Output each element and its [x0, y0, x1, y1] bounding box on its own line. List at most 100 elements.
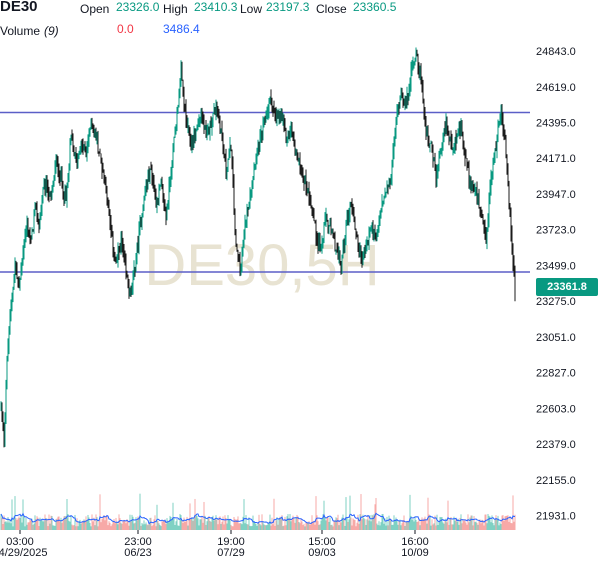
- volume-bar-233: [233, 516, 235, 530]
- y-tick-label-12: 22155.0: [536, 475, 576, 487]
- volume-bar-125: [125, 523, 127, 530]
- volume-bar-371: [371, 514, 373, 530]
- volume-bar-257: [257, 522, 259, 530]
- volume-bar-250: [250, 526, 252, 530]
- volume-bar-474: [474, 522, 476, 530]
- volume-bar-484: [484, 514, 486, 530]
- volume-bar-407: [407, 520, 409, 530]
- volume-bar-139: [139, 493, 141, 530]
- volume-bar-214: [214, 518, 216, 530]
- y-tick-label-9: 22827.0: [536, 368, 576, 380]
- volume-bar-52: [52, 525, 54, 530]
- volume-bar-175: [175, 521, 177, 530]
- volume-bar-73: [73, 525, 75, 530]
- volume-bar-294: [294, 522, 296, 530]
- volume-bar-240: [240, 523, 242, 530]
- volume-bar-135: [135, 517, 137, 530]
- volume-bar-489: [489, 516, 491, 530]
- volume-bar-172: [172, 502, 174, 530]
- volume-bar-273: [273, 498, 275, 530]
- volume-bar-187: [187, 525, 189, 530]
- volume-bar-168: [168, 522, 170, 530]
- volume-bar-491: [491, 515, 493, 530]
- volume-bar-152: [152, 524, 154, 530]
- volume-bar-477: [477, 524, 479, 530]
- y-tick-label-10: 22603.0: [536, 403, 576, 415]
- volume-bar-44: [44, 514, 46, 530]
- volume-bar-272: [272, 524, 274, 530]
- volume-bar-222: [222, 516, 224, 530]
- symbol-title[interactable]: DE30: [0, 0, 38, 15]
- volume-bar-420: [420, 519, 422, 530]
- volume-bar-318: [318, 524, 320, 530]
- volume-bar-374: [374, 504, 376, 530]
- volume-bar-97: [97, 526, 99, 530]
- volume-bar-320: [320, 520, 322, 530]
- volume-bar-336: [336, 518, 338, 530]
- volume-bar-285: [285, 525, 287, 530]
- volume-bar-130: [130, 521, 132, 530]
- volume-bar-387: [387, 525, 389, 530]
- volume-bar-195: [195, 514, 197, 530]
- volume-bar-180: [180, 515, 182, 530]
- volume-bar-179: [179, 513, 181, 530]
- high-label: High: [163, 2, 188, 16]
- volume-bar-261: [261, 514, 263, 530]
- volume-bar-213: [213, 520, 215, 530]
- volume-bar-303: [303, 523, 305, 530]
- volume-bar-188: [188, 518, 190, 530]
- volume-bar-377: [377, 525, 379, 530]
- volume-bar-354: [354, 519, 356, 530]
- volume-bar-2: [2, 524, 4, 530]
- volume-bar-83: [83, 519, 85, 530]
- volume-bar-148: [148, 522, 150, 530]
- close-label: Close: [316, 2, 347, 16]
- volume-bar-11: [11, 499, 13, 530]
- volume-bar-156: [156, 504, 158, 530]
- volume-bar-232: [232, 526, 234, 530]
- volume-bar-512: [512, 495, 514, 530]
- volume-bar-224: [224, 515, 226, 530]
- volume-bar-239: [239, 523, 241, 530]
- volume-bar-1: [1, 517, 3, 530]
- volume-bar-259: [259, 524, 261, 530]
- volume-bar-18: [18, 516, 20, 530]
- volume-bar-154: [154, 515, 156, 530]
- volume-bar-165: [165, 523, 167, 530]
- volume-bar-346: [346, 518, 348, 530]
- volume-bar-310: [310, 523, 312, 530]
- volume-bar-508: [508, 521, 510, 530]
- volume-bar-487: [487, 513, 489, 530]
- volume-bar-300: [300, 519, 302, 530]
- volume-bar-181: [181, 520, 183, 530]
- volume-bar-119: [119, 518, 121, 530]
- x-tick-date-0: 04/29/2025: [0, 547, 48, 558]
- volume-bar-490: [490, 522, 492, 530]
- volume-bar-155: [155, 526, 157, 530]
- volume-bar-77: [77, 526, 79, 530]
- x-tick-time-1: 23:00: [124, 536, 152, 548]
- volume-bar-263: [263, 524, 265, 530]
- volume-bar-182: [182, 522, 184, 530]
- volume-bar-65: [65, 516, 67, 530]
- volume-bar-32: [32, 524, 34, 530]
- y-tick-label-6: 23499.0: [536, 260, 576, 272]
- volume-bar-348: [348, 519, 350, 530]
- volume-bar-203: [203, 501, 205, 530]
- volume-bar-349: [349, 495, 351, 530]
- volume-bar-397: [397, 524, 399, 530]
- volume-bar-38: [38, 526, 40, 530]
- volume-bar-313: [313, 520, 315, 530]
- volume-bar-199: [199, 519, 201, 530]
- volume-bar-332: [332, 526, 334, 530]
- volume-bar-372: [372, 515, 374, 530]
- volume-bar-280: [280, 517, 282, 530]
- y-tick-label-3: 24171.0: [536, 153, 576, 165]
- volume-bar-464: [464, 519, 466, 530]
- volume-bar-174: [174, 524, 176, 530]
- volume-bar-252: [252, 515, 254, 530]
- volume-bar-505: [505, 515, 507, 530]
- volume-bar-120: [120, 522, 122, 530]
